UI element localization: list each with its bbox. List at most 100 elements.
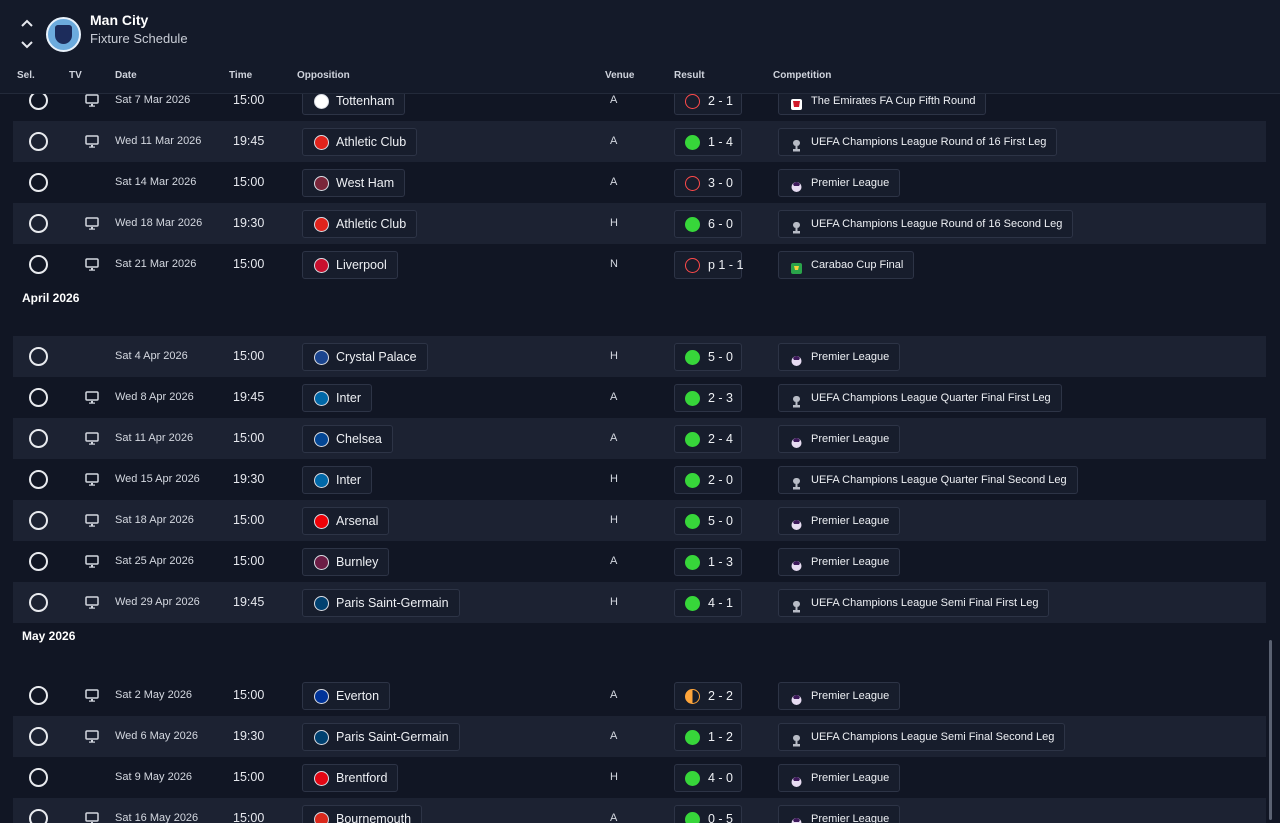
- result-win-icon: [685, 350, 700, 365]
- opposition-button[interactable]: Paris Saint-Germain: [302, 723, 460, 751]
- table-row[interactable]: Wed 8 Apr 2026 19:45 Inter A 2 - 3 UEFA Champ…: [13, 377, 1266, 418]
- column-header-result[interactable]: Result: [674, 70, 705, 81]
- table-row[interactable]: Sat 18 Apr 2026 15:00 Arsenal H 5 - 0 Premier…: [13, 500, 1266, 541]
- fixture-time: 15:00: [233, 811, 265, 823]
- competition-button[interactable]: Carabao Cup Final: [778, 251, 915, 279]
- result-button[interactable]: 2 - 0: [674, 466, 742, 494]
- result-button[interactable]: 3 - 0: [674, 169, 742, 197]
- column-header-time[interactable]: Time: [229, 70, 253, 81]
- select-radio[interactable]: [29, 388, 48, 407]
- select-radio[interactable]: [29, 94, 48, 110]
- result-button[interactable]: 2 - 3: [674, 384, 742, 412]
- club-name[interactable]: Man City: [90, 12, 149, 28]
- select-radio[interactable]: [29, 470, 48, 489]
- select-radio[interactable]: [29, 593, 48, 612]
- select-radio[interactable]: [29, 809, 48, 823]
- select-radio[interactable]: [29, 255, 48, 274]
- club-crest-icon[interactable]: [46, 17, 81, 52]
- table-row[interactable]: Sat 25 Apr 2026 15:00 Burnley A 1 - 3 Premier…: [13, 541, 1266, 582]
- table-row[interactable]: Wed 29 Apr 2026 19:45 Paris Saint-Germain H…: [13, 582, 1266, 623]
- opposition-button[interactable]: Tottenham: [302, 94, 406, 115]
- competition-button[interactable]: Premier League: [778, 507, 901, 535]
- opposition-button[interactable]: Paris Saint-Germain: [302, 589, 460, 617]
- select-radio[interactable]: [29, 686, 48, 705]
- opposition-button[interactable]: Arsenal: [302, 507, 390, 535]
- table-row[interactable]: Sat 14 Mar 2026 15:00 West Ham A 3 - 0 Premie…: [13, 162, 1266, 203]
- column-header-competition[interactable]: Competition: [773, 70, 832, 81]
- opposition-button[interactable]: Inter: [302, 384, 373, 412]
- opposition-button[interactable]: West Ham: [302, 169, 406, 197]
- competition-button[interactable]: UEFA Champions League Quarter Final Seco…: [778, 466, 1078, 494]
- select-radio[interactable]: [29, 214, 48, 233]
- select-radio[interactable]: [29, 768, 48, 787]
- select-radio[interactable]: [29, 132, 48, 151]
- column-header-date[interactable]: Date: [115, 70, 137, 81]
- previous-arrow-icon[interactable]: [16, 14, 38, 32]
- column-header-opposition[interactable]: Opposition: [297, 70, 350, 81]
- opposition-button[interactable]: Crystal Palace: [302, 343, 428, 371]
- competition-button[interactable]: Premier League: [778, 548, 901, 576]
- result-score: 1 - 2: [708, 730, 734, 744]
- table-row[interactable]: Sat 2 May 2026 15:00 Everton A 2 - 2 Premier …: [13, 675, 1266, 716]
- result-button[interactable]: 1 - 2: [674, 723, 742, 751]
- select-radio[interactable]: [29, 552, 48, 571]
- result-button[interactable]: 5 - 0: [674, 343, 742, 371]
- result-button[interactable]: 2 - 1: [674, 94, 742, 115]
- result-button[interactable]: 1 - 3: [674, 548, 742, 576]
- competition-button[interactable]: Premier League: [778, 805, 901, 823]
- table-row[interactable]: Sat 9 May 2026 15:00 Brentford H 4 - 0 Premie…: [13, 757, 1266, 798]
- table-row[interactable]: Wed 6 May 2026 19:30 Paris Saint-Germain A 1…: [13, 716, 1266, 757]
- select-radio[interactable]: [29, 727, 48, 746]
- competition-button[interactable]: UEFA Champions League Quarter Final Firs…: [778, 384, 1062, 412]
- select-radio[interactable]: [29, 173, 48, 192]
- competition-button[interactable]: Premier League: [778, 764, 901, 792]
- result-button[interactable]: 0 - 5: [674, 805, 742, 823]
- table-row[interactable]: Sat 7 Mar 2026 15:00 Tottenham A 2 - 1 The Em…: [13, 94, 1266, 121]
- result-button[interactable]: 4 - 0: [674, 764, 742, 792]
- competition-button[interactable]: UEFA Champions League Round of 16 First …: [778, 128, 1058, 156]
- select-radio[interactable]: [29, 347, 48, 366]
- opposition-button[interactable]: Chelsea: [302, 425, 393, 453]
- result-button[interactable]: 2 - 4: [674, 425, 742, 453]
- select-radio[interactable]: [29, 429, 48, 448]
- competition-button[interactable]: UEFA Champions League Semi Final Second …: [778, 723, 1066, 751]
- opposition-button[interactable]: Bournemouth: [302, 805, 423, 823]
- table-row[interactable]: Sat 16 May 2026 15:00 Bournemouth A 0 - 5 Pre…: [13, 798, 1266, 823]
- scrollbar[interactable]: [1269, 640, 1272, 820]
- result-button[interactable]: 4 - 1: [674, 589, 742, 617]
- result-button[interactable]: 1 - 4: [674, 128, 742, 156]
- opposition-button[interactable]: Liverpool: [302, 251, 398, 279]
- opposition-button[interactable]: Inter: [302, 466, 373, 494]
- result-loss-icon: [685, 176, 700, 191]
- competition-button[interactable]: Premier League: [778, 169, 901, 197]
- table-row[interactable]: Sat 11 Apr 2026 15:00 Chelsea A 2 - 4 Premier…: [13, 418, 1266, 459]
- next-arrow-icon[interactable]: [16, 36, 38, 54]
- result-button[interactable]: p 1 - 1: [674, 251, 743, 279]
- tv-icon: [85, 730, 99, 743]
- opposition-button[interactable]: Everton: [302, 682, 391, 710]
- opposition-button[interactable]: Athletic Club: [302, 128, 418, 156]
- competition-button[interactable]: UEFA Champions League Round of 16 Second…: [778, 210, 1074, 238]
- opposition-button[interactable]: Athletic Club: [302, 210, 418, 238]
- table-row[interactable]: Sat 4 Apr 2026 15:00 Crystal Palace H 5 - 0 P…: [13, 336, 1266, 377]
- result-button[interactable]: 2 - 2: [674, 682, 742, 710]
- result-button[interactable]: 5 - 0: [674, 507, 742, 535]
- table-row[interactable]: Wed 11 Mar 2026 19:45 Athletic Club A 1 - 4 U…: [13, 121, 1266, 162]
- competition-button[interactable]: The Emirates FA Cup Fifth Round: [778, 94, 987, 115]
- table-row[interactable]: Wed 15 Apr 2026 19:30 Inter H 2 - 0 UEFA Cham…: [13, 459, 1266, 500]
- competition-button[interactable]: Premier League: [778, 682, 901, 710]
- competition-button[interactable]: UEFA Champions League Semi Final First L…: [778, 589, 1050, 617]
- opposition-button[interactable]: Burnley: [302, 548, 390, 576]
- table-row[interactable]: Wed 18 Mar 2026 19:30 Athletic Club H 6 - 0 U…: [13, 203, 1266, 244]
- column-header-sel[interactable]: Sel.: [17, 70, 35, 81]
- select-radio[interactable]: [29, 511, 48, 530]
- competition-button[interactable]: Premier League: [778, 425, 901, 453]
- result-button[interactable]: 6 - 0: [674, 210, 742, 238]
- opposition-button[interactable]: Brentford: [302, 764, 399, 792]
- fixture-list[interactable]: April 2026 May 2026 Sat 7 Mar 2026 15:00 T…: [0, 94, 1280, 823]
- column-header-tv[interactable]: TV: [69, 70, 82, 81]
- competition-button[interactable]: Premier League: [778, 343, 901, 371]
- club-badge-icon: [314, 771, 329, 786]
- column-header-venue[interactable]: Venue: [605, 70, 635, 81]
